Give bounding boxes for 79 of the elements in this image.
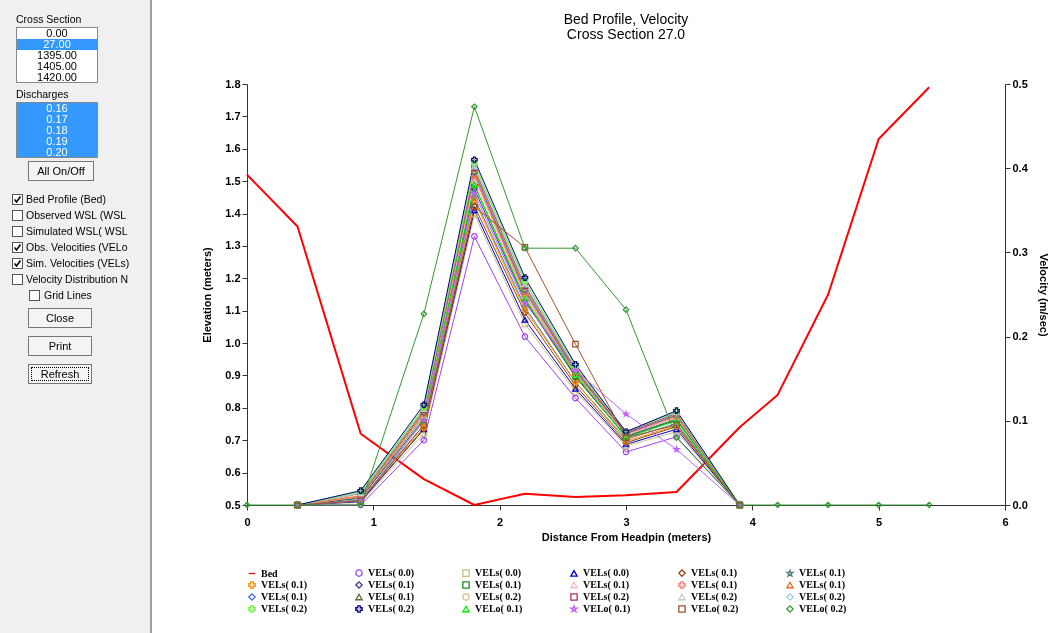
text: Obs. Velocities (VELo <box>26 241 128 253</box>
y-tick-label: 0.8 <box>225 401 241 414</box>
y-tick-label: 1.0 <box>225 336 241 349</box>
text: 1405.00 <box>36 60 78 72</box>
legend-label: VELs( 0.1) <box>691 567 738 580</box>
y2-tick-label: 0.2 <box>1012 330 1028 343</box>
text: Refresh <box>28 364 92 384</box>
text: 27.00 <box>17 38 97 50</box>
text: Close <box>28 308 92 328</box>
legend-label: VELs( 0.1) <box>799 567 846 580</box>
legend-label: VELs( 0.2) <box>261 603 308 615</box>
text: Velocity Distribution N <box>26 273 129 285</box>
legend-label: VELs( 0.2) <box>583 591 630 603</box>
y2-tick-label: 0.3 <box>1012 245 1028 258</box>
legend-label: VELs( 0.1) <box>368 579 415 591</box>
x-axis-title: Distance From Headpin (meters) <box>541 530 712 543</box>
y2-tick-label: 0.0 <box>1012 498 1028 511</box>
y2-tick-label: 0.1 <box>1012 414 1028 427</box>
text: 1395.00 <box>36 49 78 61</box>
y2-tick-label: 0.4 <box>1012 161 1029 174</box>
legend-label: VELs( 0.2) <box>691 591 738 603</box>
y-tick-label: 0.6 <box>225 466 241 479</box>
x-tick-label: 4 <box>749 515 757 528</box>
legend-label: VELs( 0.1) <box>261 591 308 603</box>
text: 0.16 <box>17 102 97 114</box>
legend-label: VELs( 0.1) <box>475 579 522 591</box>
x-tick-label: 1 <box>370 515 377 528</box>
legend-label: VELs( 0.0) <box>475 567 522 580</box>
legend-label: VELo( 0.1) <box>583 603 631 615</box>
y2-tick-label: 0.5 <box>1012 77 1028 90</box>
legend-label: VELo( 0.1) <box>475 603 523 615</box>
text: Print <box>28 336 92 356</box>
legend-label: VELs( 0.1) <box>368 591 415 603</box>
legend-label: VELs( 0.2) <box>799 591 846 603</box>
legend-label: VELs( 0.0) <box>583 567 630 580</box>
legend-label: VELs( 0.2) <box>475 591 522 603</box>
text: 0.17 <box>17 113 97 125</box>
text: Observed WSL (WSL <box>26 209 126 221</box>
text: Discharges <box>16 88 69 100</box>
x-tick-label: 0 <box>244 515 251 528</box>
y-tick-label: 1.5 <box>225 174 241 187</box>
chart-subtitle: Cross Section 27.0 <box>566 26 686 42</box>
text: 1420.00 <box>36 71 78 83</box>
y-tick-label: 1.2 <box>225 271 241 284</box>
text: 0.20 <box>17 146 97 158</box>
x-tick-label: 2 <box>497 515 504 528</box>
text: All On/Off <box>28 161 94 181</box>
y-tick-label: 1.4 <box>225 207 242 220</box>
x-tick-label: 5 <box>876 515 883 528</box>
y-tick-label: 1.7 <box>225 109 241 122</box>
y-tick-label: 1.8 <box>225 77 241 90</box>
text: Sim. Velocities (VELs) <box>26 257 130 269</box>
y-tick-label: 0.7 <box>225 433 241 446</box>
legend-label: Bed <box>261 567 279 579</box>
text: Grid Lines <box>44 289 92 301</box>
chart-title: Bed Profile, Velocity <box>563 11 689 27</box>
legend-label: VELs( 0.0) <box>368 567 415 580</box>
text: 0.00 <box>45 27 69 39</box>
legend-label: VELo( 0.2) <box>691 603 739 615</box>
text: Bed Profile (Bed) <box>26 193 106 205</box>
text: Simulated WSL( WSL <box>26 225 128 237</box>
legend-label: VELs( 0.1) <box>261 579 308 591</box>
text: Cross Section <box>16 13 82 25</box>
y-tick-label: 1.6 <box>225 142 241 155</box>
legend-label: VELs( 0.1) <box>691 579 738 591</box>
y-tick-label: 0.5 <box>225 498 241 511</box>
y-axis-title: Elevation (meters) <box>201 246 214 343</box>
legend-label: VELs( 0.2) <box>368 603 415 615</box>
x-tick-label: 3 <box>623 515 630 528</box>
text: 0.18 <box>17 124 97 136</box>
y-tick-label: 0.9 <box>225 368 241 381</box>
y2-axis-title: Velocity (m/sec) <box>1037 253 1049 337</box>
text: 0.19 <box>17 135 97 147</box>
y-tick-label: 1.3 <box>225 239 241 252</box>
legend-label: VELs( 0.1) <box>799 579 846 591</box>
y-tick-label: 1.1 <box>225 304 241 317</box>
x-tick-label: 6 <box>1002 515 1009 528</box>
legend-label: VELs( 0.1) <box>583 579 630 591</box>
legend-label: VELo( 0.2) <box>799 603 847 615</box>
